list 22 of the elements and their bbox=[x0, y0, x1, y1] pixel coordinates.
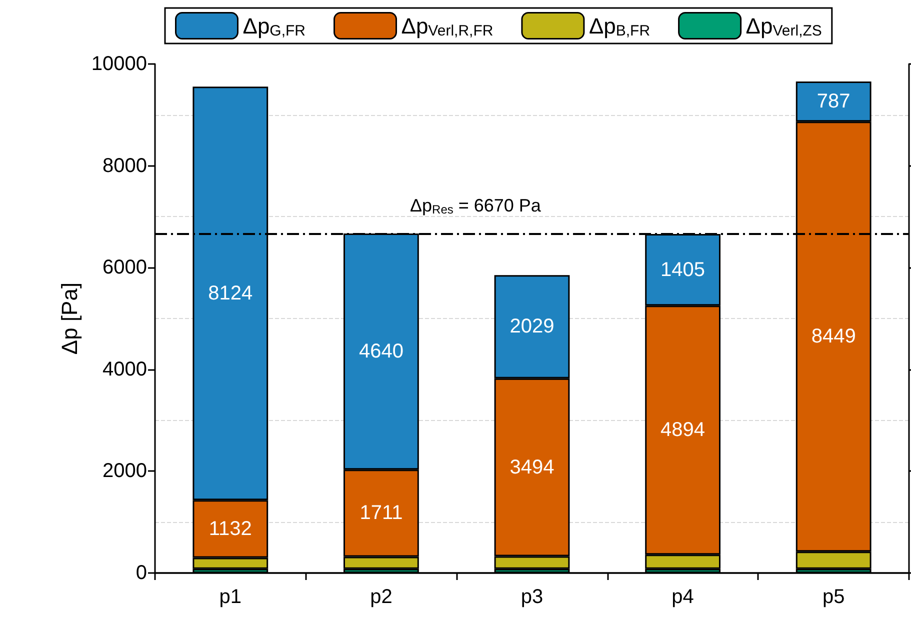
x-tick-label: p2 bbox=[370, 586, 392, 608]
data-label: 3494 bbox=[510, 456, 554, 478]
data-label: 2029 bbox=[510, 316, 554, 338]
y-tick-label: 10000 bbox=[91, 53, 147, 75]
data-label: 1132 bbox=[208, 518, 252, 540]
y-tick-label: 6000 bbox=[102, 256, 147, 279]
data-label: 4640 bbox=[358, 340, 404, 363]
data-label: 4894 bbox=[660, 419, 706, 442]
data-label: 1711 bbox=[360, 502, 403, 524]
y-tick-label: 8000 bbox=[102, 154, 147, 177]
y-tick-label: 0 bbox=[136, 562, 147, 584]
y-tick-label: 2000 bbox=[102, 460, 147, 482]
x-tick-label: p1 bbox=[219, 586, 242, 608]
x-tick-label: p3 bbox=[520, 586, 544, 608]
x-tick-label: p5 bbox=[822, 586, 845, 608]
data-label: 1405 bbox=[660, 258, 706, 281]
data-label: 787 bbox=[816, 90, 850, 113]
y-axis-title: Δp [Pa] bbox=[56, 282, 82, 355]
data-label: 8449 bbox=[811, 326, 856, 348]
y-tick-label: 4000 bbox=[102, 358, 147, 380]
data-label: 8124 bbox=[208, 282, 253, 304]
x-tick-label: p4 bbox=[672, 586, 694, 608]
